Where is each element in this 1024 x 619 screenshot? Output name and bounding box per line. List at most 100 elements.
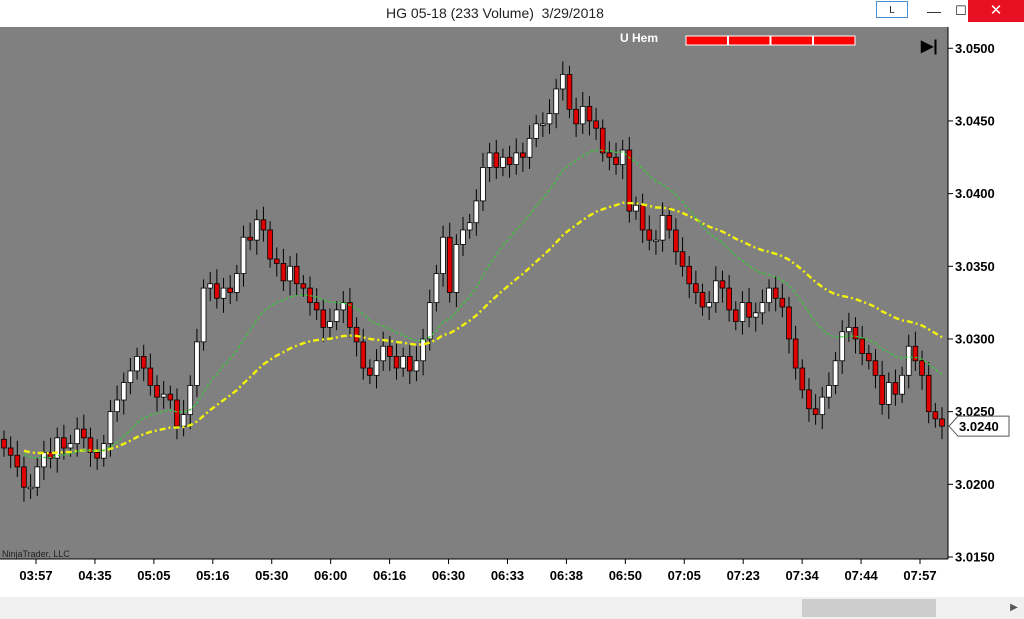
candle (939, 407, 945, 440)
candle-body (480, 167, 486, 202)
candle (606, 141, 613, 171)
candle-body (267, 229, 273, 260)
candle-body (134, 356, 140, 372)
candle-body (646, 229, 653, 241)
candle (413, 346, 420, 382)
candle-body (41, 451, 47, 468)
maximize-button[interactable]: ☐ (955, 3, 967, 18)
scroll-thumb[interactable] (802, 599, 936, 617)
candle (154, 375, 160, 412)
x-tick-label: 05:16 (196, 568, 229, 583)
plot-area[interactable] (0, 27, 948, 559)
horizontal-scrollbar[interactable]: ▶ (0, 597, 1024, 619)
candle-body (387, 345, 393, 357)
candle-body (426, 302, 433, 340)
candle-body (599, 127, 606, 154)
candle (273, 247, 280, 277)
scroll-right-button[interactable]: ▶ (1010, 602, 1018, 613)
candle (400, 347, 406, 377)
candle (599, 119, 606, 162)
x-tick-label: 06:50 (609, 568, 642, 583)
candle (253, 209, 260, 255)
candle-body (214, 283, 220, 299)
candle-body (347, 302, 353, 328)
price-chart[interactable]: 3.05003.04503.04003.03503.03003.02503.02… (0, 27, 1024, 597)
candle-body (633, 204, 639, 212)
candle (746, 288, 752, 328)
candle-body (407, 356, 413, 372)
candle (407, 344, 413, 385)
candle-body (932, 411, 939, 420)
candle-body (367, 367, 373, 376)
candle (852, 317, 859, 354)
candle-body (340, 302, 347, 311)
candle-body (486, 152, 493, 168)
candle-body (706, 302, 712, 308)
candle (486, 142, 493, 182)
candle-body (493, 152, 500, 168)
x-tick-label: 06:38 (550, 568, 583, 583)
candle (147, 353, 154, 396)
candle-body (626, 149, 633, 212)
candle-body (693, 283, 699, 293)
candle (739, 291, 746, 335)
candle-body (732, 309, 739, 322)
candle (420, 328, 426, 376)
candle (573, 97, 579, 137)
candle (500, 148, 506, 177)
candle-body (673, 229, 679, 253)
candle (293, 253, 300, 296)
candle (799, 359, 806, 399)
indicator-bar (685, 35, 856, 46)
candle (932, 402, 939, 428)
y-tick-label: 3.0150 (955, 550, 995, 565)
candle (34, 458, 41, 496)
candle (260, 206, 267, 242)
candle-body (905, 345, 912, 376)
candle (792, 325, 799, 380)
candle-body (520, 152, 526, 158)
candle-body (360, 341, 367, 369)
candle-body (739, 302, 746, 322)
candle-body (187, 385, 194, 415)
candle-body (234, 273, 240, 293)
candle-body (526, 137, 533, 158)
candle-body (500, 156, 506, 168)
candle (114, 385, 120, 422)
candle-body (560, 74, 566, 90)
candle-body (466, 222, 473, 231)
candle-body (446, 236, 453, 293)
candle (759, 289, 766, 325)
candle-body (280, 262, 287, 282)
candle-body (207, 283, 214, 289)
candle-body (772, 287, 779, 299)
candle-body (473, 200, 480, 224)
candle (726, 275, 732, 322)
candle (719, 270, 726, 303)
play-button[interactable]: ▶| (920, 38, 938, 55)
candle-body (420, 338, 426, 362)
candle-body (852, 326, 859, 340)
candle-body (81, 428, 87, 439)
candle-body (47, 451, 54, 459)
y-tick-label: 3.0500 (955, 41, 995, 56)
candle (313, 288, 320, 321)
candle (41, 440, 47, 480)
candle-body (533, 123, 539, 139)
watermark: NinjaTrader, LLC (2, 549, 70, 559)
candle-body (786, 306, 792, 340)
candle-body (160, 393, 167, 398)
candle (347, 288, 353, 338)
candle-body (327, 321, 333, 328)
candle-body (659, 215, 666, 241)
minimize-button[interactable]: — (927, 3, 941, 19)
candle-body (7, 447, 14, 456)
candle (560, 61, 566, 101)
l-button[interactable]: L (876, 1, 908, 18)
candle (806, 378, 812, 422)
candle (1, 430, 7, 457)
close-button[interactable]: ✕ (968, 0, 1024, 22)
candle-body (506, 156, 513, 165)
y-tick-label: 3.0400 (955, 186, 995, 201)
candle (187, 375, 194, 430)
